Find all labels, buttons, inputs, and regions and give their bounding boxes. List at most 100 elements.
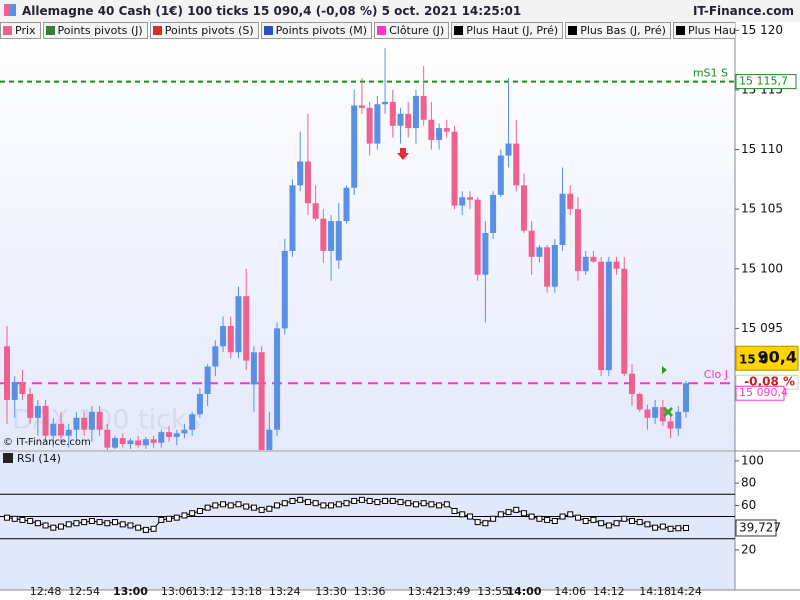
y-tick-label: 60 xyxy=(741,498,756,512)
candle-body xyxy=(119,438,126,445)
candle-body xyxy=(50,423,57,436)
candle-body xyxy=(451,131,458,206)
x-tick-label: 14:12 xyxy=(593,585,625,598)
toolbar-button[interactable]: Clôture (J) xyxy=(374,22,450,39)
rsi-point xyxy=(497,511,504,518)
y-tick-label: 15 100 xyxy=(741,261,783,275)
value-box xyxy=(735,519,777,537)
candle-body xyxy=(34,405,41,418)
site[interactable]: IT-Finance.com xyxy=(692,4,794,18)
candle-body xyxy=(250,352,257,385)
candle-body xyxy=(266,429,273,450)
candle-body xyxy=(166,432,173,437)
level-value-box xyxy=(735,74,797,90)
rsi-point xyxy=(636,519,643,526)
button-icon xyxy=(568,26,578,35)
x-tick-label: 14:24 xyxy=(670,585,702,598)
rsi-point xyxy=(119,521,126,528)
button-label: Points pivots (J) xyxy=(57,24,143,37)
toolbar-button[interactable]: Plus Bas (J, Pré) xyxy=(565,22,671,39)
x-tick-label: 13:30 xyxy=(315,585,347,598)
candle-body xyxy=(513,143,520,186)
candle-body xyxy=(652,407,659,418)
last-price-main: 90,4 xyxy=(758,348,797,367)
rsi-point xyxy=(436,502,443,509)
rsi-point xyxy=(112,519,119,526)
toolbar-button[interactable]: Points pivots (S) xyxy=(149,22,259,39)
toolbar-button[interactable]: Points pivots (M) xyxy=(260,22,373,39)
rsi-point xyxy=(297,496,304,503)
level-label: mS1 S xyxy=(693,67,728,80)
candle-body xyxy=(567,193,574,210)
rsi-point xyxy=(644,521,651,528)
candle-body xyxy=(636,393,643,410)
rsi-point xyxy=(366,497,373,504)
toolbar-button[interactable]: Prix xyxy=(0,22,41,39)
candle-body xyxy=(304,161,311,204)
price-axis-bg xyxy=(735,22,800,600)
rsi-title: RSI (14) xyxy=(17,452,61,465)
button-label: Plus Bas (J, Pré) xyxy=(580,24,666,37)
rsi-point xyxy=(266,505,273,512)
candle-body xyxy=(551,244,558,287)
candle-body xyxy=(227,326,234,353)
candle-body xyxy=(605,261,612,371)
x-tick-label: 14:18 xyxy=(639,585,671,598)
rsi-point xyxy=(621,515,628,522)
logo-icon xyxy=(4,4,16,16)
rsi-point xyxy=(683,524,689,531)
candle-body xyxy=(382,101,389,105)
toolbar-button[interactable]: Points pivots (J) xyxy=(42,22,148,39)
y-tick-label: 15 095 xyxy=(741,321,783,335)
candle-body xyxy=(11,382,18,400)
buy-signal xyxy=(662,366,667,374)
toolbar-button[interactable]: Plus Haut (J, Pré) xyxy=(451,22,564,39)
rsi-point xyxy=(459,511,466,518)
candle-body xyxy=(274,328,281,430)
rsi-point xyxy=(250,504,257,511)
rsi-point xyxy=(312,500,319,507)
rsi-point xyxy=(490,515,497,522)
candle-body xyxy=(297,161,304,186)
candle-body xyxy=(104,429,111,448)
title: Allemagne 40 Cash (1€) 100 ticks 15 090,… xyxy=(22,4,522,18)
rsi-point xyxy=(551,518,558,524)
candle-body xyxy=(497,155,504,195)
exit-signal xyxy=(662,406,674,418)
price-panel xyxy=(0,22,735,450)
button-label: Points pivots (S) xyxy=(164,24,254,37)
rsi-plot xyxy=(0,493,735,540)
candle-body xyxy=(243,296,250,361)
x-tick-label: 13:00 xyxy=(113,585,148,598)
rsi-point xyxy=(274,502,281,509)
rsi-point xyxy=(243,503,250,510)
candle-body xyxy=(420,95,427,120)
rsi-point xyxy=(513,506,520,513)
y-tick-label: 15 105 xyxy=(741,202,783,216)
rsi-point xyxy=(420,500,427,507)
button-label: Clôture (J) xyxy=(389,24,445,37)
toolbar-button[interactable]: Plus Haut (S, Pré) xyxy=(672,22,735,39)
rsi-point xyxy=(304,499,311,506)
rsi-point xyxy=(181,512,188,519)
button-icon xyxy=(675,26,685,35)
candle-body xyxy=(150,439,157,443)
candle-body xyxy=(428,119,435,141)
x-tick-label: 13:24 xyxy=(269,585,301,598)
sell-signal xyxy=(397,148,409,160)
candle-body xyxy=(42,405,49,436)
rsi-point xyxy=(204,504,211,511)
candle-body xyxy=(65,429,72,436)
rsi-point xyxy=(42,522,49,529)
rsi-point xyxy=(358,496,365,503)
rsi-point xyxy=(81,519,88,526)
candle-body xyxy=(212,346,219,367)
candle-body xyxy=(27,393,34,418)
candle-body xyxy=(328,221,335,251)
candle-body xyxy=(405,113,412,129)
y-tick-label: 15 120 xyxy=(741,23,783,37)
button-label: Plus Haut (S, Pré) xyxy=(687,24,735,37)
candle-body xyxy=(127,440,134,445)
candle-body xyxy=(81,417,88,430)
rsi-point xyxy=(605,522,612,529)
